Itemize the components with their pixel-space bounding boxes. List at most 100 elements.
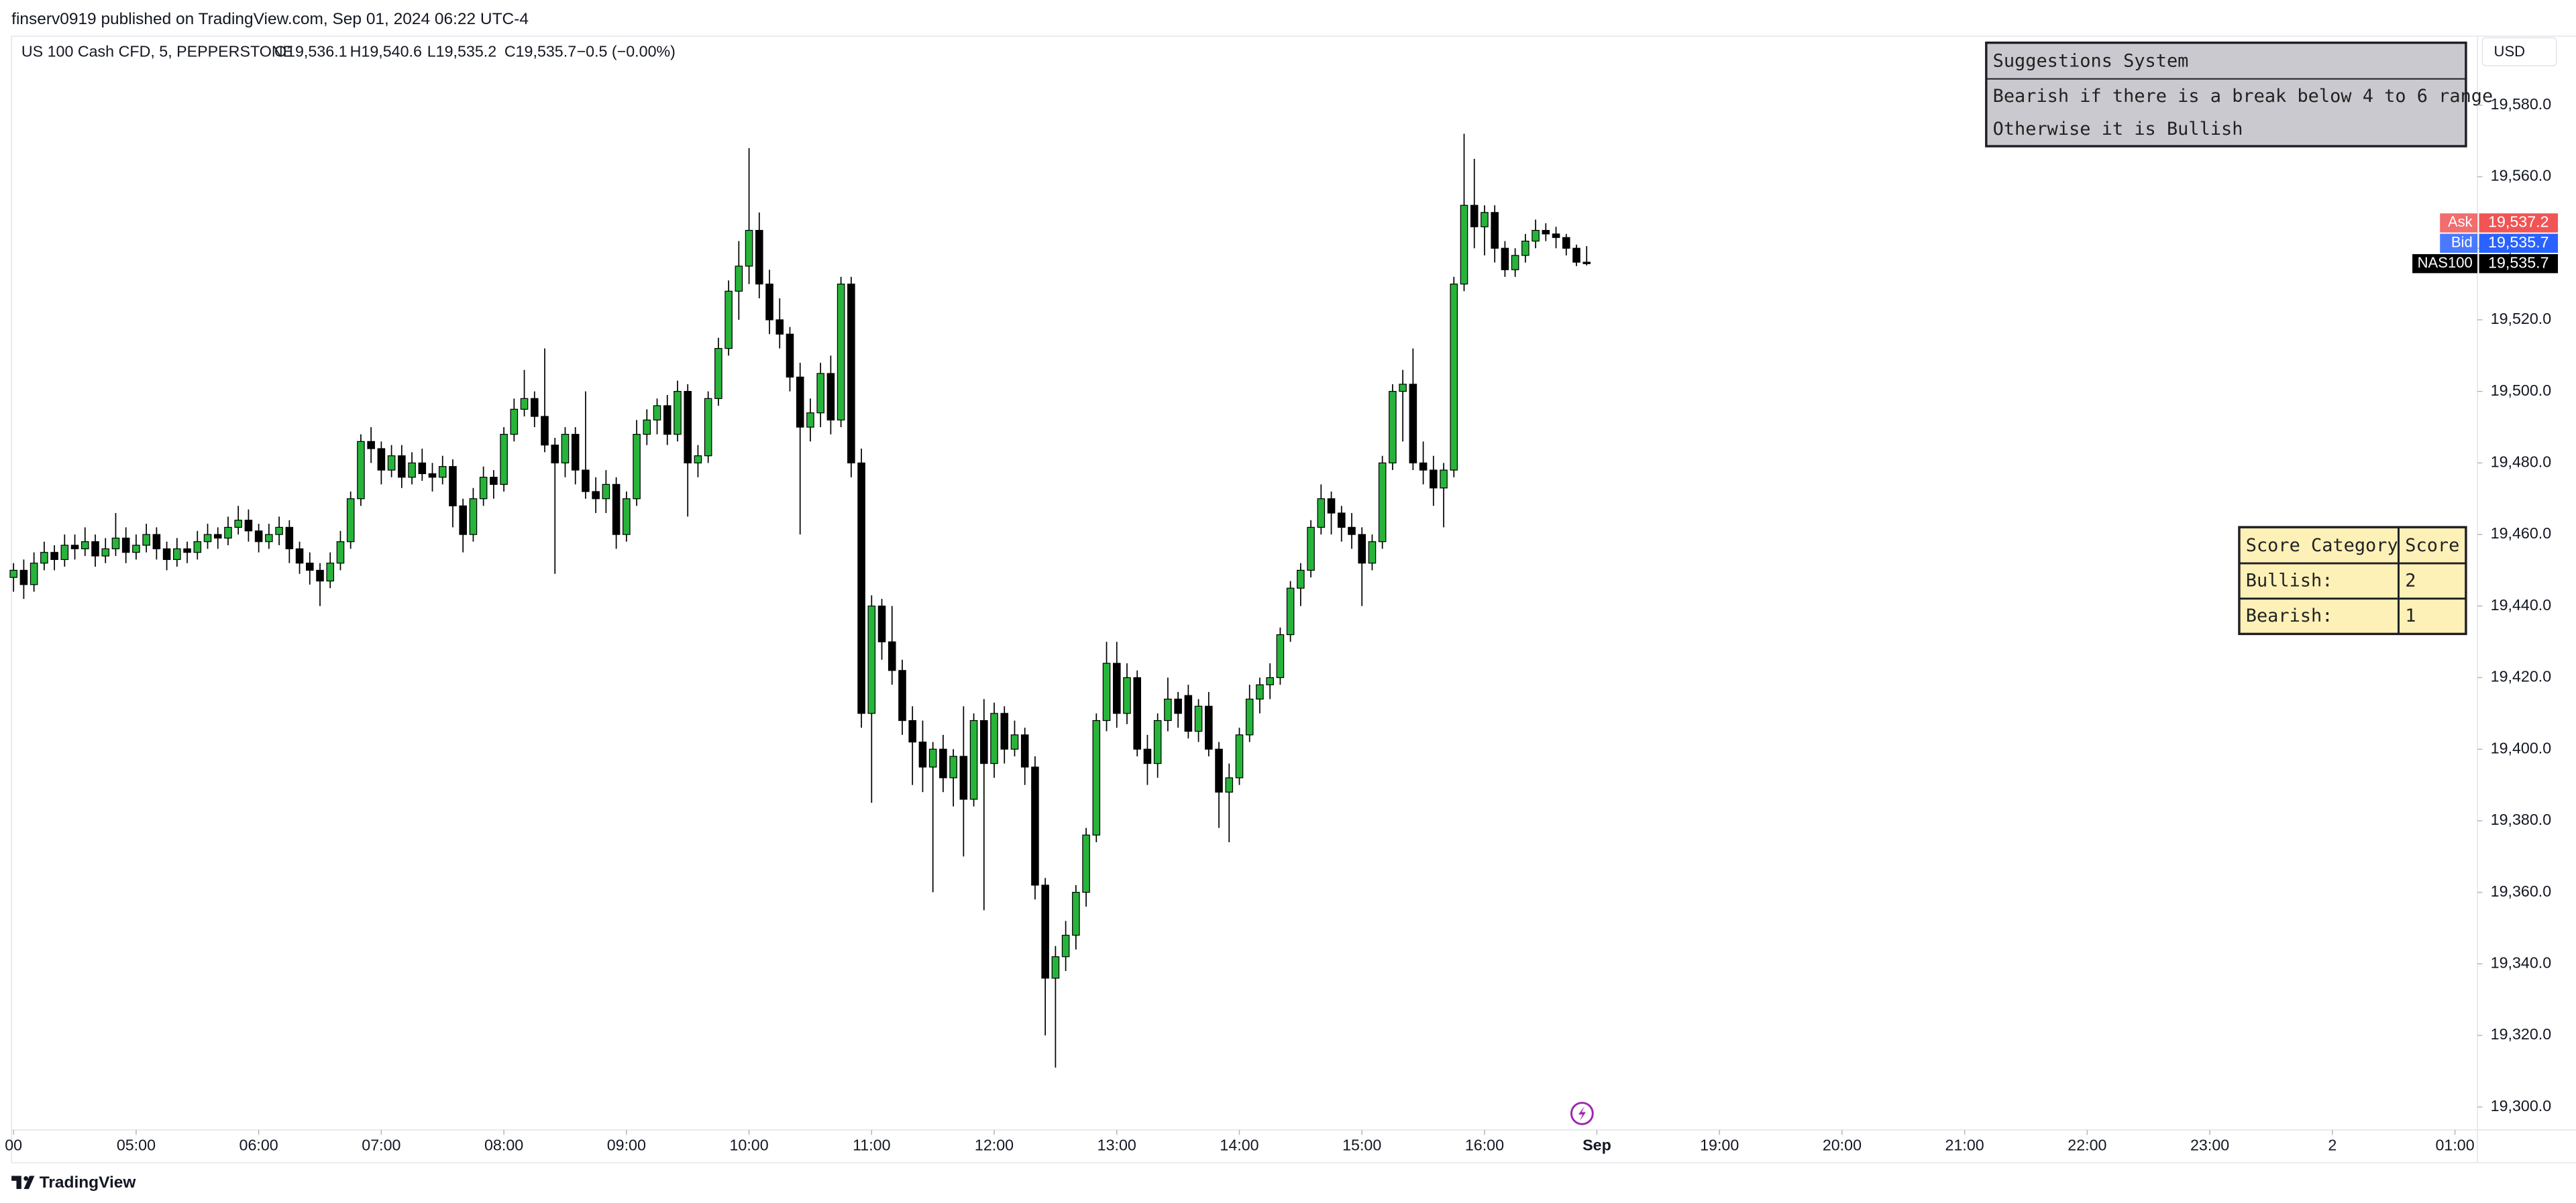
candle-body bbox=[275, 526, 283, 535]
candle-body bbox=[162, 548, 171, 561]
candle-body bbox=[1256, 684, 1264, 700]
candle-body bbox=[724, 290, 733, 349]
y-tick-label: 19,360.0 bbox=[2491, 882, 2552, 900]
footer-logo[interactable] bbox=[11, 1176, 35, 1190]
candle-body bbox=[949, 756, 957, 779]
x-tick-label: 21:00 bbox=[1945, 1137, 1984, 1154]
price-tag-name: Bid bbox=[2451, 234, 2473, 251]
candle-body bbox=[346, 498, 355, 542]
candle-body bbox=[265, 534, 273, 542]
x-tick-label: 08:00 bbox=[484, 1137, 523, 1154]
candle-body bbox=[1419, 462, 1428, 471]
candle-body bbox=[1153, 720, 1162, 764]
candle-body bbox=[1225, 777, 1234, 793]
y-tick-label: 19,500.0 bbox=[2491, 382, 2552, 399]
y-tick-label: 19,560.0 bbox=[2491, 167, 2552, 184]
currency[interactable]: USD bbox=[2494, 43, 2526, 60]
candle-body bbox=[1378, 462, 1387, 542]
y-tick-label: 19,580.0 bbox=[2491, 95, 2552, 113]
x-tick-label: 14:00 bbox=[1220, 1137, 1258, 1154]
suggestions-box: Suggestions System Bearish if there is a… bbox=[1985, 42, 2493, 148]
candle-body bbox=[765, 283, 773, 321]
currency-box[interactable] bbox=[2481, 37, 2557, 66]
candle-body bbox=[479, 477, 488, 500]
price-tag-name-box bbox=[2440, 233, 2478, 253]
x-tick-label: 16:00 bbox=[1465, 1137, 1504, 1154]
x-tick-label: 09:00 bbox=[607, 1137, 646, 1154]
candle-body bbox=[1572, 247, 1580, 263]
score-header: Score Category bbox=[2246, 535, 2398, 556]
candle-body bbox=[1307, 526, 1315, 571]
score-cell: 2 bbox=[2405, 571, 2416, 591]
x-tick-label: 13:00 bbox=[1097, 1137, 1136, 1154]
candle-body bbox=[1112, 663, 1121, 714]
candle-body bbox=[40, 552, 48, 564]
candle-body bbox=[1532, 229, 1540, 242]
candle-body bbox=[1491, 212, 1499, 249]
candle-body bbox=[213, 534, 222, 539]
candle-body bbox=[510, 408, 519, 435]
x-tick-label: 22:00 bbox=[2068, 1137, 2106, 1154]
candle-body bbox=[1481, 212, 1489, 227]
candle-body bbox=[121, 537, 130, 553]
candle-body bbox=[908, 720, 916, 743]
logo-mark[interactable] bbox=[11, 1176, 35, 1190]
candle-body bbox=[449, 466, 457, 507]
candle-body bbox=[490, 477, 498, 485]
price-tag-label: 19,537.2 bbox=[2488, 213, 2549, 231]
events-icon[interactable] bbox=[1570, 1102, 1594, 1125]
x-tick-label: 19:00 bbox=[1700, 1137, 1739, 1154]
candle-body bbox=[571, 434, 580, 471]
symbol: US 100 Cash CFD, 5, PEPPERSTONE bbox=[21, 43, 293, 60]
candle-body bbox=[1521, 240, 1529, 256]
candle-body bbox=[745, 229, 753, 267]
candle-body bbox=[755, 229, 763, 285]
candle-body bbox=[1430, 469, 1438, 489]
suggestions-line: Otherwise it is Bullish bbox=[1993, 119, 2243, 139]
x-tick-label: 2 bbox=[2328, 1137, 2337, 1154]
candle-body bbox=[357, 441, 365, 500]
candle-body bbox=[1051, 956, 1060, 979]
y-tick-label: 19,340.0 bbox=[2491, 954, 2552, 972]
footer-brand[interactable]: TradingView bbox=[40, 1173, 137, 1192]
x-tick-label: 01:00 bbox=[2435, 1137, 2474, 1154]
ohlc-low: L19,535.2 bbox=[427, 43, 496, 60]
candle-body bbox=[1286, 587, 1295, 636]
x-tick-label: 07:00 bbox=[362, 1137, 400, 1154]
candle-body bbox=[623, 498, 631, 535]
candle-body bbox=[1450, 283, 1458, 471]
candle-body bbox=[704, 398, 712, 457]
price-tag bbox=[2479, 233, 2559, 253]
price-tag-name-box bbox=[2412, 253, 2478, 274]
candle-body bbox=[592, 491, 600, 500]
x-tick-label: 10:00 bbox=[729, 1137, 768, 1154]
price-tag bbox=[2479, 253, 2559, 274]
candle-body bbox=[990, 713, 998, 764]
score-cell: Bullish: bbox=[2246, 571, 2333, 591]
candle-body bbox=[326, 563, 335, 582]
candle-body bbox=[469, 498, 478, 535]
candle-body bbox=[796, 376, 804, 428]
price-tag-label: 19,535.7 bbox=[2488, 253, 2549, 271]
candle-body bbox=[1102, 663, 1111, 722]
candle-body bbox=[1245, 698, 1254, 736]
price-tag-name-box bbox=[2440, 213, 2478, 233]
suggestions-title: Suggestions System bbox=[1993, 50, 2189, 71]
candle-body bbox=[50, 552, 58, 561]
candle-body bbox=[9, 569, 17, 578]
candle-body bbox=[714, 348, 722, 399]
candle-body bbox=[928, 748, 937, 768]
event-bolt[interactable] bbox=[1578, 1106, 1586, 1121]
x-tick-label: 12:00 bbox=[975, 1137, 1014, 1154]
candle-body bbox=[520, 398, 529, 410]
score-cell: Bearish: bbox=[2246, 606, 2333, 626]
candle-body bbox=[1552, 233, 1560, 238]
candle-body bbox=[1092, 720, 1101, 836]
candle-body bbox=[1582, 262, 1591, 264]
candle-body bbox=[633, 434, 641, 500]
candle-body bbox=[234, 520, 242, 528]
logo-dot[interactable] bbox=[23, 1176, 29, 1181]
candle-body bbox=[1317, 498, 1326, 528]
candle-body bbox=[1327, 498, 1336, 514]
